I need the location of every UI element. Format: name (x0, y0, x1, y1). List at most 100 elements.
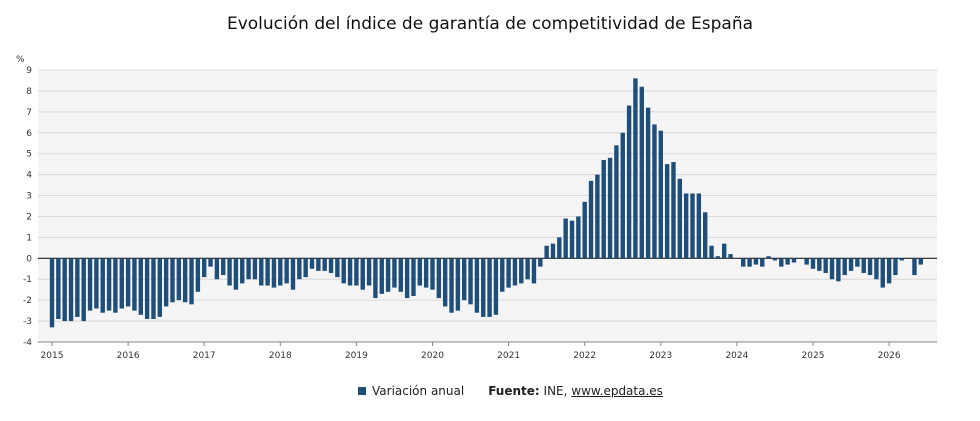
bar (658, 130, 663, 259)
bar (240, 258, 245, 284)
bar (182, 258, 188, 303)
bar (87, 258, 93, 311)
bar (62, 258, 67, 322)
bar (252, 258, 258, 280)
bar (772, 258, 778, 261)
source: Fuente: INE, www.epdata.es (488, 384, 663, 398)
bar (912, 258, 917, 276)
bar (157, 258, 163, 317)
legend-swatch (358, 387, 366, 395)
bar (823, 258, 828, 273)
bar (56, 258, 61, 319)
bar (538, 258, 543, 267)
y-tick-label: 1 (26, 233, 32, 243)
source-link[interactable]: www.epdata.es (571, 384, 663, 398)
bar (722, 243, 727, 259)
bar (195, 258, 201, 292)
bar (671, 162, 676, 259)
bar (715, 256, 721, 259)
bar (303, 258, 308, 278)
bar (620, 132, 625, 259)
bar (354, 258, 359, 286)
bar (880, 258, 885, 288)
bar (569, 220, 575, 259)
bar (766, 256, 771, 259)
bar (848, 258, 854, 271)
bar (138, 258, 143, 315)
bar (588, 180, 594, 259)
x-tick-label: 2020 (421, 351, 444, 361)
bar (595, 174, 600, 259)
bar (829, 258, 835, 280)
bar (582, 201, 587, 259)
bar (81, 258, 86, 322)
bar (905, 258, 911, 259)
bar (233, 258, 239, 290)
bar (335, 258, 340, 278)
y-tick-label: 0 (26, 254, 32, 264)
bar (347, 258, 353, 286)
bar (423, 258, 429, 288)
bar (113, 258, 118, 313)
bar (487, 258, 492, 317)
bar (208, 258, 213, 267)
bar (106, 258, 112, 311)
bar (366, 258, 372, 286)
bar (728, 254, 733, 259)
bar (341, 258, 346, 284)
bar (753, 258, 759, 265)
bar (163, 258, 169, 307)
bar (804, 258, 809, 265)
bar (436, 258, 442, 299)
bar (861, 258, 866, 273)
y-tick-label: 9 (26, 66, 32, 76)
bar (836, 258, 841, 282)
bar (398, 258, 403, 292)
x-tick-label: 2019 (345, 351, 368, 361)
bar (328, 258, 334, 273)
y-axis-unit-label: % (16, 55, 25, 65)
bar (652, 124, 657, 259)
bar (481, 258, 486, 317)
y-tick-label: -4 (23, 338, 32, 348)
bar (189, 258, 194, 305)
legend-label: Variación anual (372, 384, 465, 398)
x-tick-label: 2024 (725, 351, 748, 361)
bar (449, 258, 454, 313)
x-tick-label: 2017 (193, 351, 216, 361)
y-tick-label: -1 (23, 275, 32, 285)
bar (607, 157, 613, 259)
bar (500, 258, 505, 292)
bar (798, 258, 803, 259)
x-tick-label: 2023 (649, 351, 672, 361)
bar (690, 193, 695, 259)
bar (557, 237, 562, 259)
bar (677, 178, 683, 259)
bar (855, 258, 860, 267)
bar (455, 258, 461, 311)
bar (709, 245, 714, 259)
bar (373, 258, 378, 299)
bar (614, 145, 619, 259)
bar (817, 258, 822, 271)
bar (278, 258, 283, 286)
bar (468, 258, 473, 305)
y-tick-label: -2 (23, 296, 32, 306)
bar (626, 105, 632, 259)
bar (202, 258, 207, 278)
bar (404, 258, 410, 299)
axes: -4 -3 -2 -1 0 1 2 3 4 5 6 7 8 9 2015 2016 2017 2018 2019 20… (23, 66, 937, 361)
y-tick-label: 5 (26, 150, 32, 160)
bar (893, 258, 898, 276)
x-tick-label: 2021 (497, 351, 520, 361)
legend: Variación anual Fuente: INE, www.epdata.… (358, 384, 663, 398)
bar (519, 258, 524, 284)
source-label: Fuente: (488, 384, 540, 398)
bar (100, 258, 105, 313)
bar (639, 86, 644, 259)
bar (633, 78, 638, 259)
bar (645, 107, 651, 259)
y-tick-label: 7 (26, 108, 32, 118)
bars-group (49, 78, 924, 328)
x-tick-label: 2016 (117, 351, 140, 361)
